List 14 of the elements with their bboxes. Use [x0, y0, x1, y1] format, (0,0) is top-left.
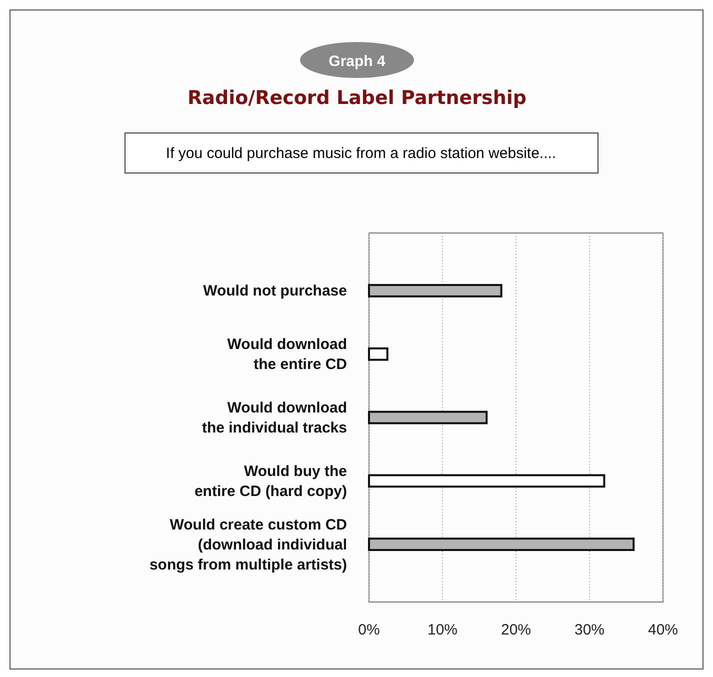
- y-tick-label: Would download the individual tracks: [202, 400, 347, 436]
- y-tick-label: Would download the entire CD: [227, 336, 348, 374]
- y-tick-label: Would buy the entire CD (hard copy): [194, 462, 347, 500]
- y-tick-label: Would create custom CD (download individual songs from multiple artists): [149, 516, 348, 574]
- x-tick-label: 10%: [427, 622, 458, 639]
- x-tick-label: 0%: [358, 622, 380, 639]
- x-tick-label: 30%: [574, 622, 605, 639]
- oval-badge: Graph 4: [300, 42, 414, 78]
- caption: Graph 4: [328, 53, 386, 70]
- x-tick-label: 20%: [500, 622, 532, 639]
- x-tick-label: 40%: [648, 622, 678, 639]
- y-tick-label: Would not purchase: [203, 282, 347, 300]
- chart-subtitle: If you could purchase music from a radio station website....: [166, 145, 556, 162]
- chart-title: Radio/Record Label Partnership: [188, 87, 526, 109]
